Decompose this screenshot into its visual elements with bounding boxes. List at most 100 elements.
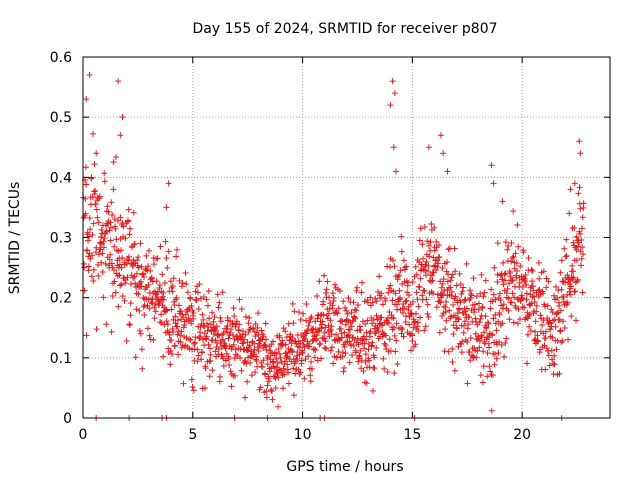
data-point [382, 342, 389, 349]
data-point [116, 261, 123, 268]
data-point [460, 284, 467, 291]
data-point [463, 305, 470, 312]
data-point [339, 318, 346, 325]
data-point [513, 260, 520, 267]
data-point [262, 371, 269, 378]
data-point [213, 323, 220, 330]
data-point [276, 350, 283, 357]
data-point [298, 357, 305, 364]
data-point [282, 328, 289, 335]
data-point [437, 132, 444, 139]
data-point [237, 355, 244, 362]
data-point [312, 347, 319, 354]
data-point [301, 334, 308, 341]
data-point [409, 338, 416, 345]
data-point [473, 354, 480, 361]
data-point [343, 307, 350, 314]
data-point [540, 268, 547, 275]
data-point [328, 344, 335, 351]
data-point [554, 294, 561, 301]
data-point [356, 352, 363, 359]
data-point [423, 296, 430, 303]
data-point [455, 316, 462, 323]
data-point [262, 342, 269, 349]
data-point [187, 295, 194, 302]
data-point [420, 255, 427, 262]
data-point [542, 303, 549, 310]
data-point [206, 373, 213, 380]
data-point [533, 308, 540, 315]
data-point [373, 298, 380, 305]
data-point [528, 266, 535, 273]
data-point [448, 313, 455, 320]
data-point [561, 325, 568, 332]
data-point [210, 318, 217, 325]
data-point [573, 246, 580, 253]
data-point [425, 242, 432, 249]
data-point [346, 338, 353, 345]
data-point [473, 293, 480, 300]
data-point [258, 327, 265, 334]
data-point [566, 210, 573, 217]
data-point [187, 336, 194, 343]
data-point [179, 279, 186, 286]
data-point [510, 253, 517, 260]
data-point [87, 226, 94, 233]
data-point [89, 252, 96, 259]
data-point [539, 322, 546, 329]
data-point [389, 78, 396, 85]
data-point [277, 367, 284, 374]
data-point [219, 289, 226, 296]
data-point [193, 297, 200, 304]
data-point [252, 320, 259, 327]
data-point [274, 360, 281, 367]
data-point [109, 211, 116, 218]
data-point [190, 315, 197, 322]
data-point [485, 320, 492, 327]
data-point [524, 360, 531, 367]
data-point [514, 268, 521, 275]
data-point [238, 306, 245, 313]
data-point [432, 256, 439, 263]
data-point [382, 297, 389, 304]
data-point [95, 219, 102, 226]
data-point [333, 331, 340, 338]
data-point [463, 260, 470, 267]
data-point [89, 194, 96, 201]
data-point [341, 364, 348, 371]
data-point [530, 287, 537, 294]
data-point [413, 271, 420, 278]
data-point [400, 309, 407, 316]
data-point [417, 225, 424, 232]
data-point [173, 294, 180, 301]
data-point [318, 325, 325, 332]
data-point [212, 327, 219, 334]
data-point [542, 328, 549, 335]
data-point [341, 329, 348, 336]
data-point [244, 347, 251, 354]
data-point [240, 340, 247, 347]
data-point [217, 314, 224, 321]
data-point [275, 366, 282, 373]
data-point [565, 336, 572, 343]
data-point [381, 340, 388, 347]
data-point [280, 325, 287, 332]
data-point [321, 329, 328, 336]
data-point [478, 334, 485, 341]
data-point [95, 261, 102, 268]
data-point [135, 264, 142, 271]
data-point [472, 315, 479, 322]
data-point [468, 291, 475, 298]
data-point [191, 339, 198, 346]
data-point [99, 268, 106, 275]
data-point [379, 301, 386, 308]
data-point [478, 332, 485, 339]
data-point [461, 318, 468, 325]
data-point [572, 317, 579, 324]
data-point [496, 339, 503, 346]
data-point [435, 260, 442, 267]
data-point [348, 323, 355, 330]
data-point [290, 365, 297, 372]
data-point [495, 318, 502, 325]
data-point [482, 313, 489, 320]
